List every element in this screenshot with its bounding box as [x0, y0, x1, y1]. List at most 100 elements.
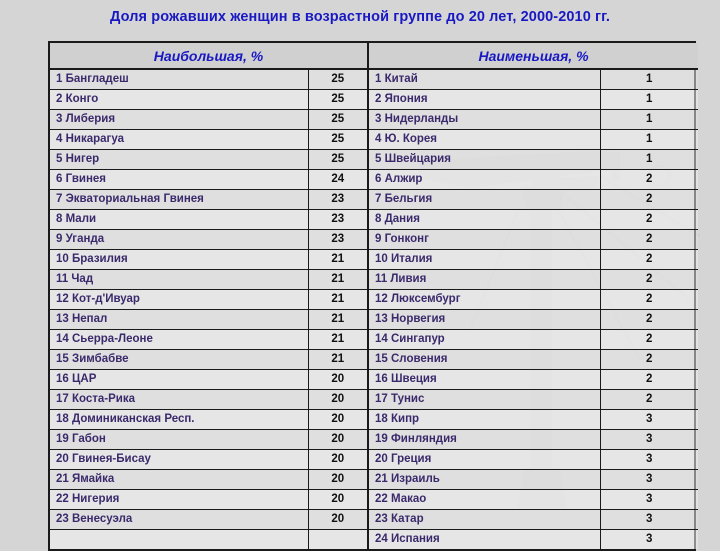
cell-highest-country: 2 Конго — [50, 89, 308, 110]
cell-highest-country: 17 Коста-Рика — [50, 389, 308, 410]
cell-highest-value: 20 — [307, 389, 369, 410]
cell-lowest-value: 1 — [599, 89, 699, 110]
table-row: 12 Кот-д'Ивуар 21 12 Люксембург 2 — [50, 289, 699, 310]
cell-lowest-country: 7 Бельгия — [368, 189, 600, 210]
cell-highest-country: 15 Зимбабве — [50, 349, 308, 370]
cell-lowest-country: 4 Ю. Корея — [368, 129, 600, 150]
cell-lowest-country: 20 Греция — [368, 449, 600, 470]
table-row: 19 Габон 20 19 Финляндия 3 — [50, 429, 699, 450]
cell-lowest-country: 1 Китай — [368, 69, 600, 90]
cell-lowest-value: 2 — [599, 189, 699, 210]
cell-highest-value: 25 — [307, 109, 369, 130]
cell-highest-value: 23 — [307, 209, 369, 230]
cell-lowest-country: 2 Япония — [368, 89, 600, 110]
table-row: 10 Бразилия 21 10 Италия 2 — [50, 249, 699, 270]
table-row: 4 Никарагуа 25 4 Ю. Корея 1 — [50, 129, 699, 150]
cell-highest-value: 20 — [307, 429, 369, 450]
cell-lowest-value: 1 — [599, 69, 699, 90]
cell-highest-value: 20 — [307, 509, 369, 530]
cell-lowest-value: 1 — [599, 129, 699, 150]
table-header-row: Наибольшая, % Наименьшая, % — [50, 43, 699, 70]
table-head: Наибольшая, % Наименьшая, % — [50, 43, 699, 70]
rankings-table: Наибольшая, % Наименьшая, % 1 Бангладеш 2… — [50, 43, 699, 549]
cell-lowest-value: 2 — [599, 249, 699, 270]
table-row: 15 Зимбабве 21 15 Словения 2 — [50, 349, 699, 370]
table-body: 1 Бангладеш 25 1 Китай 1 2 Конго 25 2 Япония 1 3… — [50, 69, 699, 549]
cell-lowest-value: 3 — [599, 489, 699, 510]
cell-lowest-value: 2 — [599, 369, 699, 390]
cell-highest-country: 12 Кот-д'Ивуар — [50, 289, 308, 310]
cell-highest-value — [307, 529, 369, 549]
cell-highest-value: 25 — [307, 69, 369, 90]
cell-highest-value: 25 — [307, 89, 369, 110]
cell-lowest-value: 3 — [599, 409, 699, 430]
table-row: 5 Нигер 25 5 Швейцария 1 — [50, 149, 699, 170]
cell-highest-country: 21 Ямайка — [50, 469, 308, 490]
table-row: 14 Сьерра-Леоне 21 14 Сингапур 2 — [50, 329, 699, 350]
cell-lowest-value: 2 — [599, 329, 699, 350]
cell-highest-country: 23 Венесуэла — [50, 509, 308, 530]
slide-title: Доля рожавших женщин в возрастной группе… — [110, 9, 610, 25]
cell-lowest-value: 2 — [599, 169, 699, 190]
cell-highest-country: 11 Чад — [50, 269, 308, 290]
table-row: 2 Конго 25 2 Япония 1 — [50, 89, 699, 110]
cell-lowest-country: 24 Испания — [368, 529, 600, 549]
cell-highest-value: 21 — [307, 269, 369, 290]
table-row: 17 Коста-Рика 20 17 Тунис 2 — [50, 389, 699, 410]
cell-highest-value: 25 — [307, 129, 369, 150]
cell-lowest-country: 8 Дания — [368, 209, 600, 230]
header-highest: Наибольшая, % — [50, 43, 369, 70]
cell-lowest-country: 18 Кипр — [368, 409, 600, 430]
cell-lowest-value: 1 — [599, 149, 699, 170]
cell-lowest-country: 5 Швейцария — [368, 149, 600, 170]
cell-highest-value: 21 — [307, 309, 369, 330]
cell-highest-value: 21 — [307, 329, 369, 350]
cell-highest-country: 4 Никарагуа — [50, 129, 308, 150]
cell-lowest-value: 2 — [599, 269, 699, 290]
cell-highest-country: 8 Мали — [50, 209, 308, 230]
cell-lowest-value: 2 — [599, 349, 699, 370]
table-row: 21 Ямайка 20 21 Израиль 3 — [50, 469, 699, 490]
cell-highest-country: 20 Гвинея-Бисау — [50, 449, 308, 470]
cell-highest-country: 9 Уганда — [50, 229, 308, 250]
table-row: 7 Экваториальная Гвинея 23 7 Бельгия 2 — [50, 189, 699, 210]
cell-lowest-country: 19 Финляндия — [368, 429, 600, 450]
cell-lowest-country: 11 Ливия — [368, 269, 600, 290]
cell-lowest-country: 9 Гонконг — [368, 229, 600, 250]
cell-lowest-value: 3 — [599, 449, 699, 470]
cell-lowest-value: 2 — [599, 229, 699, 250]
table-row: 24 Испания 3 — [50, 529, 699, 549]
cell-lowest-value: 2 — [599, 289, 699, 310]
cell-highest-country: 3 Либерия — [50, 109, 308, 130]
cell-highest-value: 20 — [307, 449, 369, 470]
table-row: 23 Венесуэла 20 23 Катар 3 — [50, 509, 699, 530]
cell-lowest-country: 3 Нидерланды — [368, 109, 600, 130]
table-row: 11 Чад 21 11 Ливия 2 — [50, 269, 699, 290]
cell-highest-country: 14 Сьерра-Леоне — [50, 329, 308, 350]
cell-highest-value: 23 — [307, 229, 369, 250]
cell-lowest-value: 3 — [599, 529, 699, 549]
cell-lowest-country: 16 Швеция — [368, 369, 600, 390]
cell-highest-value: 21 — [307, 289, 369, 310]
cell-lowest-country: 10 Италия — [368, 249, 600, 270]
cell-highest-country: 13 Непал — [50, 309, 308, 330]
cell-lowest-value: 2 — [599, 309, 699, 330]
cell-lowest-country: 21 Израиль — [368, 469, 600, 490]
cell-lowest-country: 14 Сингапур — [368, 329, 600, 350]
cell-highest-value: 24 — [307, 169, 369, 190]
cell-lowest-country: 17 Тунис — [368, 389, 600, 410]
cell-highest-country — [50, 529, 308, 549]
cell-highest-country: 16 ЦАР — [50, 369, 308, 390]
cell-highest-country: 22 Нигерия — [50, 489, 308, 510]
header-lowest: Наименьшая, % — [368, 43, 699, 70]
cell-highest-country: 7 Экваториальная Гвинея — [50, 189, 308, 210]
cell-highest-value: 25 — [307, 149, 369, 170]
cell-highest-country: 10 Бразилия — [50, 249, 308, 270]
cell-highest-value: 23 — [307, 189, 369, 210]
cell-lowest-country: 23 Катар — [368, 509, 600, 530]
table-row: 9 Уганда 23 9 Гонконг 2 — [50, 229, 699, 250]
cell-highest-value: 20 — [307, 489, 369, 510]
table-row: 16 ЦАР 20 16 Швеция 2 — [50, 369, 699, 390]
cell-highest-value: 20 — [307, 409, 369, 430]
table-row: 22 Нигерия 20 22 Макао 3 — [50, 489, 699, 510]
